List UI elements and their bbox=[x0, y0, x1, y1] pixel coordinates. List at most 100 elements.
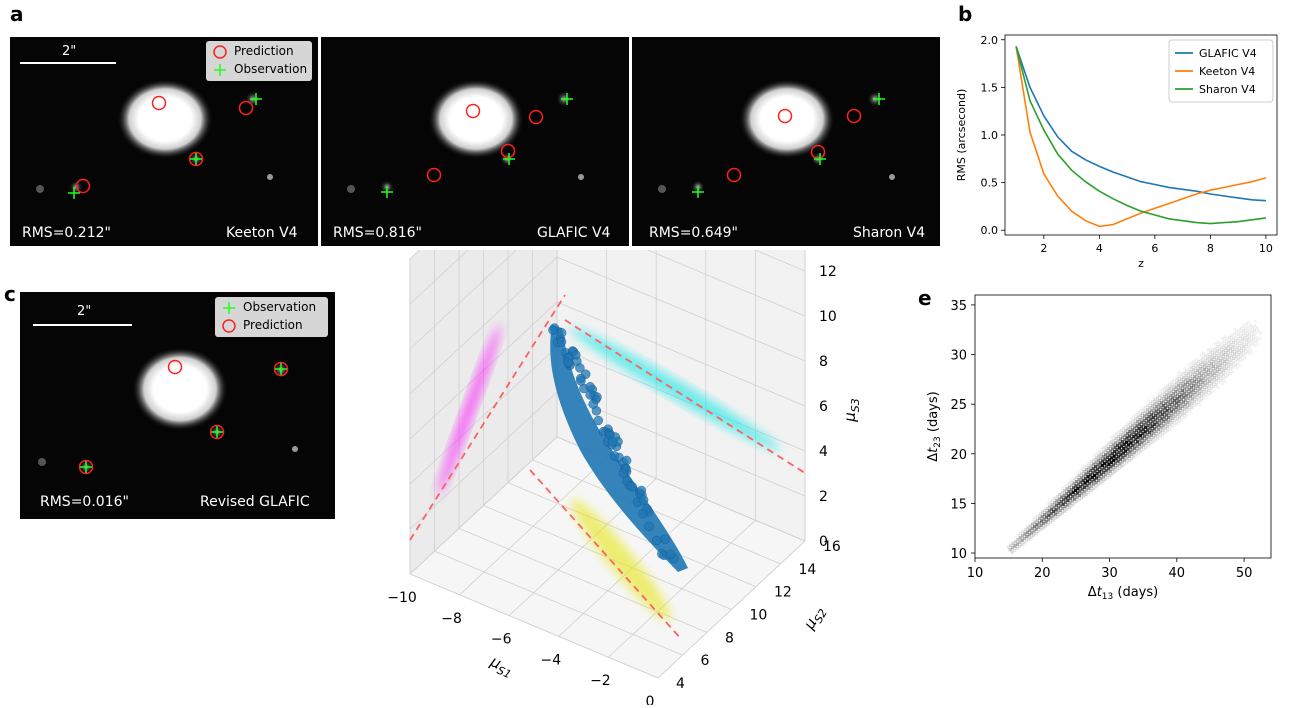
histogram-bin bbox=[1098, 465, 1102, 469]
histogram-bin bbox=[1038, 516, 1042, 520]
histogram-bin bbox=[1201, 360, 1205, 364]
histogram-bin bbox=[1104, 444, 1109, 448]
histogram-bin bbox=[1160, 412, 1164, 416]
histogram-bin bbox=[1075, 475, 1079, 479]
histogram-bin bbox=[1040, 519, 1044, 523]
histogram-bin bbox=[1172, 403, 1176, 407]
histogram-bin bbox=[1045, 506, 1049, 510]
histogram-bin bbox=[1156, 436, 1160, 440]
histogram-bin bbox=[1176, 392, 1180, 396]
histogram-bin bbox=[1203, 383, 1207, 387]
y-tick-label: 12 bbox=[774, 585, 792, 601]
histogram-bin bbox=[1211, 369, 1215, 373]
histogram-bin bbox=[1234, 354, 1238, 359]
y-tick-label: 25 bbox=[950, 398, 967, 413]
histogram-bin bbox=[1196, 384, 1200, 388]
histogram-bin bbox=[1149, 417, 1153, 421]
histogram-bin bbox=[1139, 425, 1143, 429]
histogram-bin bbox=[1154, 429, 1158, 433]
histogram-bin bbox=[1226, 349, 1230, 353]
y-tick-label: 35 bbox=[950, 299, 967, 314]
scatter-point bbox=[556, 328, 567, 338]
histogram-bin bbox=[1237, 332, 1241, 336]
histogram-bin bbox=[1118, 457, 1122, 461]
histogram-bin bbox=[1238, 360, 1242, 364]
histogram-bin bbox=[1194, 386, 1198, 390]
projection-xy bbox=[571, 499, 671, 621]
projection-xz bbox=[437, 324, 501, 496]
observation-marker bbox=[381, 186, 393, 198]
histogram-bin bbox=[1084, 468, 1089, 472]
histogram-bin bbox=[1181, 404, 1185, 408]
histogram-bin bbox=[1201, 356, 1205, 360]
histogram-bin bbox=[1178, 370, 1182, 374]
histogram-bin bbox=[1232, 332, 1236, 336]
x-tick-label: 40 bbox=[1169, 566, 1186, 581]
histogram-bin bbox=[1131, 439, 1135, 443]
histogram-bin bbox=[1112, 438, 1116, 442]
histogram-bin bbox=[1228, 347, 1233, 351]
histogram-bin bbox=[1012, 548, 1017, 552]
panel-label-a: a bbox=[10, 2, 24, 26]
histogram-bin bbox=[1105, 455, 1110, 459]
histogram-bin bbox=[1158, 430, 1163, 434]
histogram-bin bbox=[1109, 465, 1113, 469]
histogram-bin bbox=[1094, 456, 1099, 460]
histogram-bin bbox=[1063, 484, 1067, 489]
projection-yz bbox=[569, 327, 781, 451]
histogram-bin bbox=[1119, 428, 1123, 432]
histogram-bin bbox=[1055, 499, 1059, 503]
histogram-bin bbox=[1143, 430, 1147, 434]
histogram-bin bbox=[1087, 486, 1091, 490]
histogram-bin bbox=[1135, 444, 1139, 448]
histogram-bin bbox=[1164, 422, 1168, 426]
histogram-bin bbox=[1156, 407, 1161, 411]
histogram-bin bbox=[1006, 545, 1010, 549]
histogram-bin bbox=[1124, 445, 1128, 449]
histogram-bin bbox=[1233, 363, 1237, 367]
histogram-bin bbox=[1215, 369, 1219, 373]
histogram-bin bbox=[1135, 420, 1140, 424]
histogram-bin bbox=[1172, 387, 1176, 391]
histogram-bin bbox=[1143, 414, 1147, 418]
histogram-bin bbox=[1124, 424, 1128, 429]
histogram-bin bbox=[1048, 520, 1052, 524]
histogram-bin bbox=[1036, 530, 1040, 534]
histogram-bin bbox=[1025, 530, 1029, 534]
histogram-bin bbox=[1083, 481, 1087, 485]
histogram-bin bbox=[1148, 442, 1153, 446]
histogram-bin bbox=[1227, 340, 1231, 344]
histogram-bin bbox=[1197, 380, 1201, 384]
histogram-bin bbox=[1126, 452, 1130, 456]
histogram-bin bbox=[1216, 385, 1220, 389]
scatter-point bbox=[638, 509, 648, 519]
histogram-bin bbox=[1158, 394, 1162, 398]
histogram-bin bbox=[1093, 473, 1097, 478]
histogram-bin bbox=[1236, 341, 1240, 345]
histogram-bin bbox=[1130, 432, 1134, 436]
y-tick-label: 1.0 bbox=[981, 129, 999, 142]
histogram-bin bbox=[1147, 439, 1151, 443]
histogram-bin bbox=[1164, 402, 1168, 406]
x-tick-label: −4 bbox=[540, 652, 561, 668]
histogram-bin bbox=[1024, 539, 1029, 543]
histogram-bin bbox=[1248, 348, 1252, 352]
trend-line bbox=[564, 319, 809, 476]
histogram-bin bbox=[1211, 384, 1215, 389]
histogram-bin bbox=[1244, 347, 1248, 351]
histogram-bin bbox=[1048, 500, 1052, 504]
histogram-bin bbox=[1184, 414, 1188, 418]
histogram-bin bbox=[1210, 353, 1214, 357]
histogram-bin bbox=[1086, 475, 1090, 479]
histogram-bin bbox=[1124, 449, 1128, 453]
histogram-bin bbox=[1153, 402, 1157, 406]
histogram-bin bbox=[1195, 398, 1199, 402]
x-tick-label: 20 bbox=[1034, 566, 1051, 581]
histogram-bin bbox=[1013, 544, 1017, 548]
histogram-bin bbox=[1249, 334, 1254, 338]
histogram-bin bbox=[1155, 405, 1159, 409]
histogram-bin bbox=[1131, 444, 1135, 448]
histogram-bin bbox=[1201, 376, 1205, 380]
histogram-bin bbox=[1142, 423, 1146, 427]
histogram-bin bbox=[1097, 454, 1101, 458]
